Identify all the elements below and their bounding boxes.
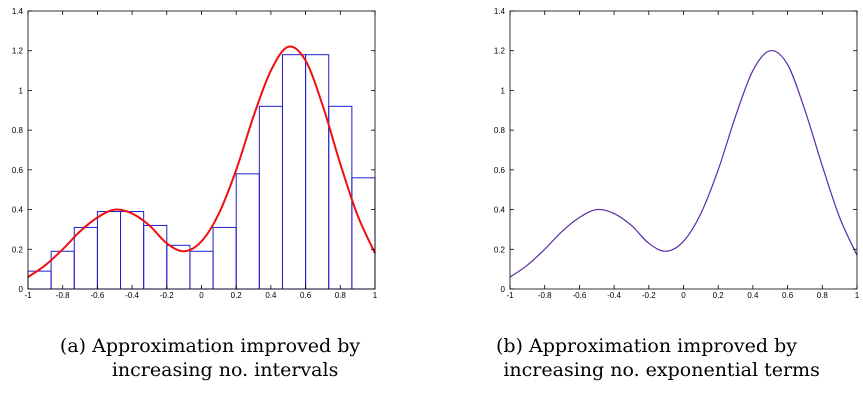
b-x-tick-label: 0.6: [782, 291, 794, 300]
b-x-tick-label: -0.2: [642, 291, 656, 300]
b-y-tick-label: 0.2: [494, 245, 506, 254]
a-x-tick-label: -0.6: [91, 291, 105, 300]
a-x-tick-label: 1: [373, 291, 378, 300]
b-y-tick-label: 1.2: [494, 47, 506, 56]
a-curve-line: [27, 45, 376, 278]
b-axes-box: [509, 10, 858, 290]
a-histogram-bar: [281, 54, 307, 290]
a-histogram-bar: [189, 250, 214, 290]
a-y-tick-label: 0.2: [12, 245, 24, 254]
a-histogram-bar: [258, 105, 283, 290]
a-x-tick-label: 0.4: [265, 291, 277, 300]
b-x-tick-label: -0.6: [573, 291, 587, 300]
b-x-tick-label: 0.8: [817, 291, 829, 300]
b-y-tick-label: 1.4: [494, 7, 506, 16]
a-histogram-bar: [120, 211, 145, 290]
a-y-tick-label: 0.6: [12, 166, 24, 175]
caption-b: (b) Approximation improved by increasing…: [495, 335, 820, 381]
a-axes-box: [27, 10, 376, 290]
a-histogram-bar: [143, 224, 168, 290]
b-x-tick-label: 0.4: [747, 291, 759, 300]
b-x-tick-label: -0.4: [607, 291, 621, 300]
caption-a: (a) Approximation improved by increasing…: [59, 335, 361, 381]
a-histogram-bar: [96, 211, 122, 290]
b-x-tick-label: -1: [506, 291, 514, 300]
a-x-tick-label: -1: [24, 291, 32, 300]
a-y-tick-label: 0.8: [12, 126, 24, 135]
b-y-tick-label: 1: [501, 86, 506, 95]
b-x-tick-label: 0.2: [713, 291, 725, 300]
a-histogram-bar: [73, 226, 98, 290]
b-x-tick-label: -0.8: [538, 291, 552, 300]
b-y-tick-label: 0.8: [494, 126, 506, 135]
b-y-tick-label: 0.4: [494, 206, 506, 215]
a-histogram-bar: [235, 173, 260, 290]
a-x-tick-label: -0.2: [160, 291, 174, 300]
a-histogram-bar: [351, 177, 376, 290]
a-histogram-bar: [212, 226, 237, 290]
a-y-tick-label: 0.4: [12, 206, 24, 215]
a-y-tick-label: 1.4: [12, 7, 24, 16]
a-y-tick-label: 1: [19, 86, 24, 95]
b-x-tick-label: 0: [681, 291, 686, 300]
a-y-tick-label: 1.2: [12, 47, 24, 56]
a-x-tick-label: 0.6: [300, 291, 312, 300]
b-curve-line: [509, 50, 858, 278]
a-x-tick-label: -0.8: [56, 291, 70, 300]
a-x-tick-label: 0.8: [335, 291, 347, 300]
b-x-tick-label: 1: [855, 291, 860, 300]
a-x-tick-label: -0.4: [125, 291, 139, 300]
b-y-tick-label: 0.6: [494, 166, 506, 175]
a-x-tick-label: 0.2: [231, 291, 243, 300]
b-y-tick-label: 0: [501, 285, 506, 294]
a-x-tick-label: 0: [199, 291, 204, 300]
a-y-tick-label: 0: [19, 285, 24, 294]
